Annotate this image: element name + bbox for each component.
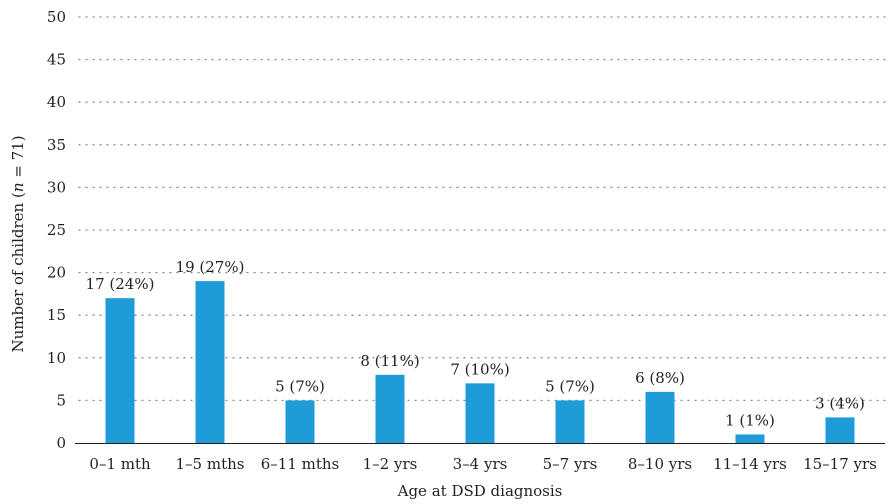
x-axis-categories: 0–1 mth 1–5 mths 6–11 mths 1–2 yrs 3–4 yrs 5–… xyxy=(89,455,877,473)
bar xyxy=(105,298,135,443)
bar xyxy=(465,383,495,443)
x-category-label: 8–10 yrs xyxy=(628,455,692,473)
bar xyxy=(285,400,315,443)
y-axis-title-prefix: Number of children ( xyxy=(9,192,27,352)
x-category-label: 11–14 yrs xyxy=(713,455,787,473)
y-tick-label: 5 xyxy=(56,391,66,409)
bars xyxy=(105,281,855,443)
data-label: 1 (1%) xyxy=(725,411,775,429)
y-axis-title: Number of children (n = 71) xyxy=(9,135,27,352)
y-tick-label: 10 xyxy=(47,349,66,367)
y-axis-ticks: 0 5 10 15 20 25 30 35 40 45 50 xyxy=(47,8,66,452)
x-category-label: 15–17 yrs xyxy=(803,455,877,473)
data-label: 8 (11%) xyxy=(360,352,419,370)
bar xyxy=(555,400,585,443)
data-label: 19 (27%) xyxy=(176,258,245,276)
y-tick-label: 50 xyxy=(47,8,66,26)
x-category-label: 0–1 mth xyxy=(89,455,151,473)
data-labels: 17 (24%) 19 (27%) 5 (7%) 8 (11%) 7 (10%) 5 (7… xyxy=(86,258,865,429)
bar xyxy=(825,417,855,443)
bar xyxy=(195,281,225,443)
y-tick-label: 30 xyxy=(47,178,66,196)
bar xyxy=(735,434,765,443)
y-tick-label: 25 xyxy=(47,221,66,239)
y-tick-label: 20 xyxy=(47,264,66,282)
y-tick-label: 15 xyxy=(47,306,66,324)
y-tick-label: 45 xyxy=(47,51,66,69)
y-tick-label: 40 xyxy=(47,93,66,111)
x-category-label: 5–7 yrs xyxy=(543,455,598,473)
y-axis-title-n: n xyxy=(9,183,27,193)
data-label: 6 (8%) xyxy=(635,369,685,387)
gridlines xyxy=(78,16,886,402)
x-category-label: 6–11 mths xyxy=(261,455,340,473)
x-axis-title: Age at DSD diagnosis xyxy=(397,482,563,500)
bar xyxy=(645,391,675,443)
x-category-label: 3–4 yrs xyxy=(453,455,508,473)
bar xyxy=(375,374,405,443)
data-label: 5 (7%) xyxy=(545,377,595,395)
x-category-label: 1–2 yrs xyxy=(363,455,418,473)
y-tick-label: 0 xyxy=(56,434,66,452)
y-axis-title-suffix: = 71) xyxy=(9,135,27,182)
data-label: 3 (4%) xyxy=(815,394,865,412)
data-label: 5 (7%) xyxy=(275,377,325,395)
data-label: 7 (10%) xyxy=(450,360,509,378)
y-tick-label: 35 xyxy=(47,136,66,154)
data-label: 17 (24%) xyxy=(86,275,155,293)
x-category-label: 1–5 mths xyxy=(176,455,245,473)
